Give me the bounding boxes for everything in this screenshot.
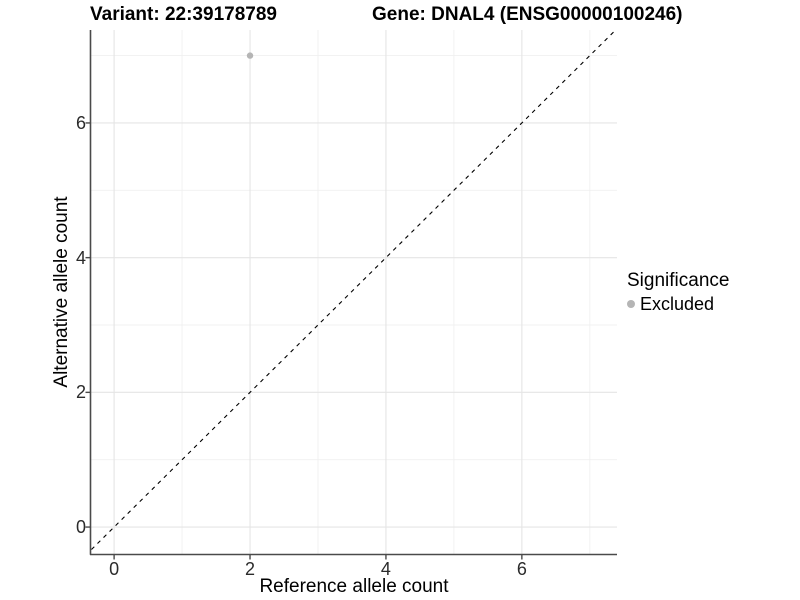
x-axis-tick-label: 0 bbox=[109, 559, 120, 579]
x-axis-title: Reference allele count bbox=[259, 576, 449, 597]
y-axis-tick-label: 6 bbox=[75, 112, 86, 133]
y-axis-tick-label: 0 bbox=[75, 517, 86, 538]
legend-title: Significance bbox=[627, 270, 730, 291]
x-axis-tick-label: 2 bbox=[245, 559, 256, 579]
legend: Significance Excluded bbox=[627, 269, 729, 315]
y-axis-tick-label: 2 bbox=[75, 382, 86, 403]
x-axis-tick-label: 6 bbox=[516, 559, 527, 579]
x-axis-tick-label: 4 bbox=[380, 559, 391, 579]
identity-dashed-line bbox=[91, 30, 617, 551]
y-axis-tick-label: 4 bbox=[75, 247, 86, 268]
data-point bbox=[246, 52, 254, 59]
y-axis-title: Alternative allele count bbox=[51, 196, 72, 388]
legend-item-label: Excluded bbox=[640, 294, 715, 314]
gene-title: Gene: DNAL4 (ENSG00000100246) bbox=[372, 4, 683, 25]
legend-item-excluded: Excluded bbox=[627, 293, 729, 315]
legend-key-dot-icon bbox=[627, 300, 635, 308]
variant-title: Variant: 22:39178789 bbox=[90, 4, 277, 25]
